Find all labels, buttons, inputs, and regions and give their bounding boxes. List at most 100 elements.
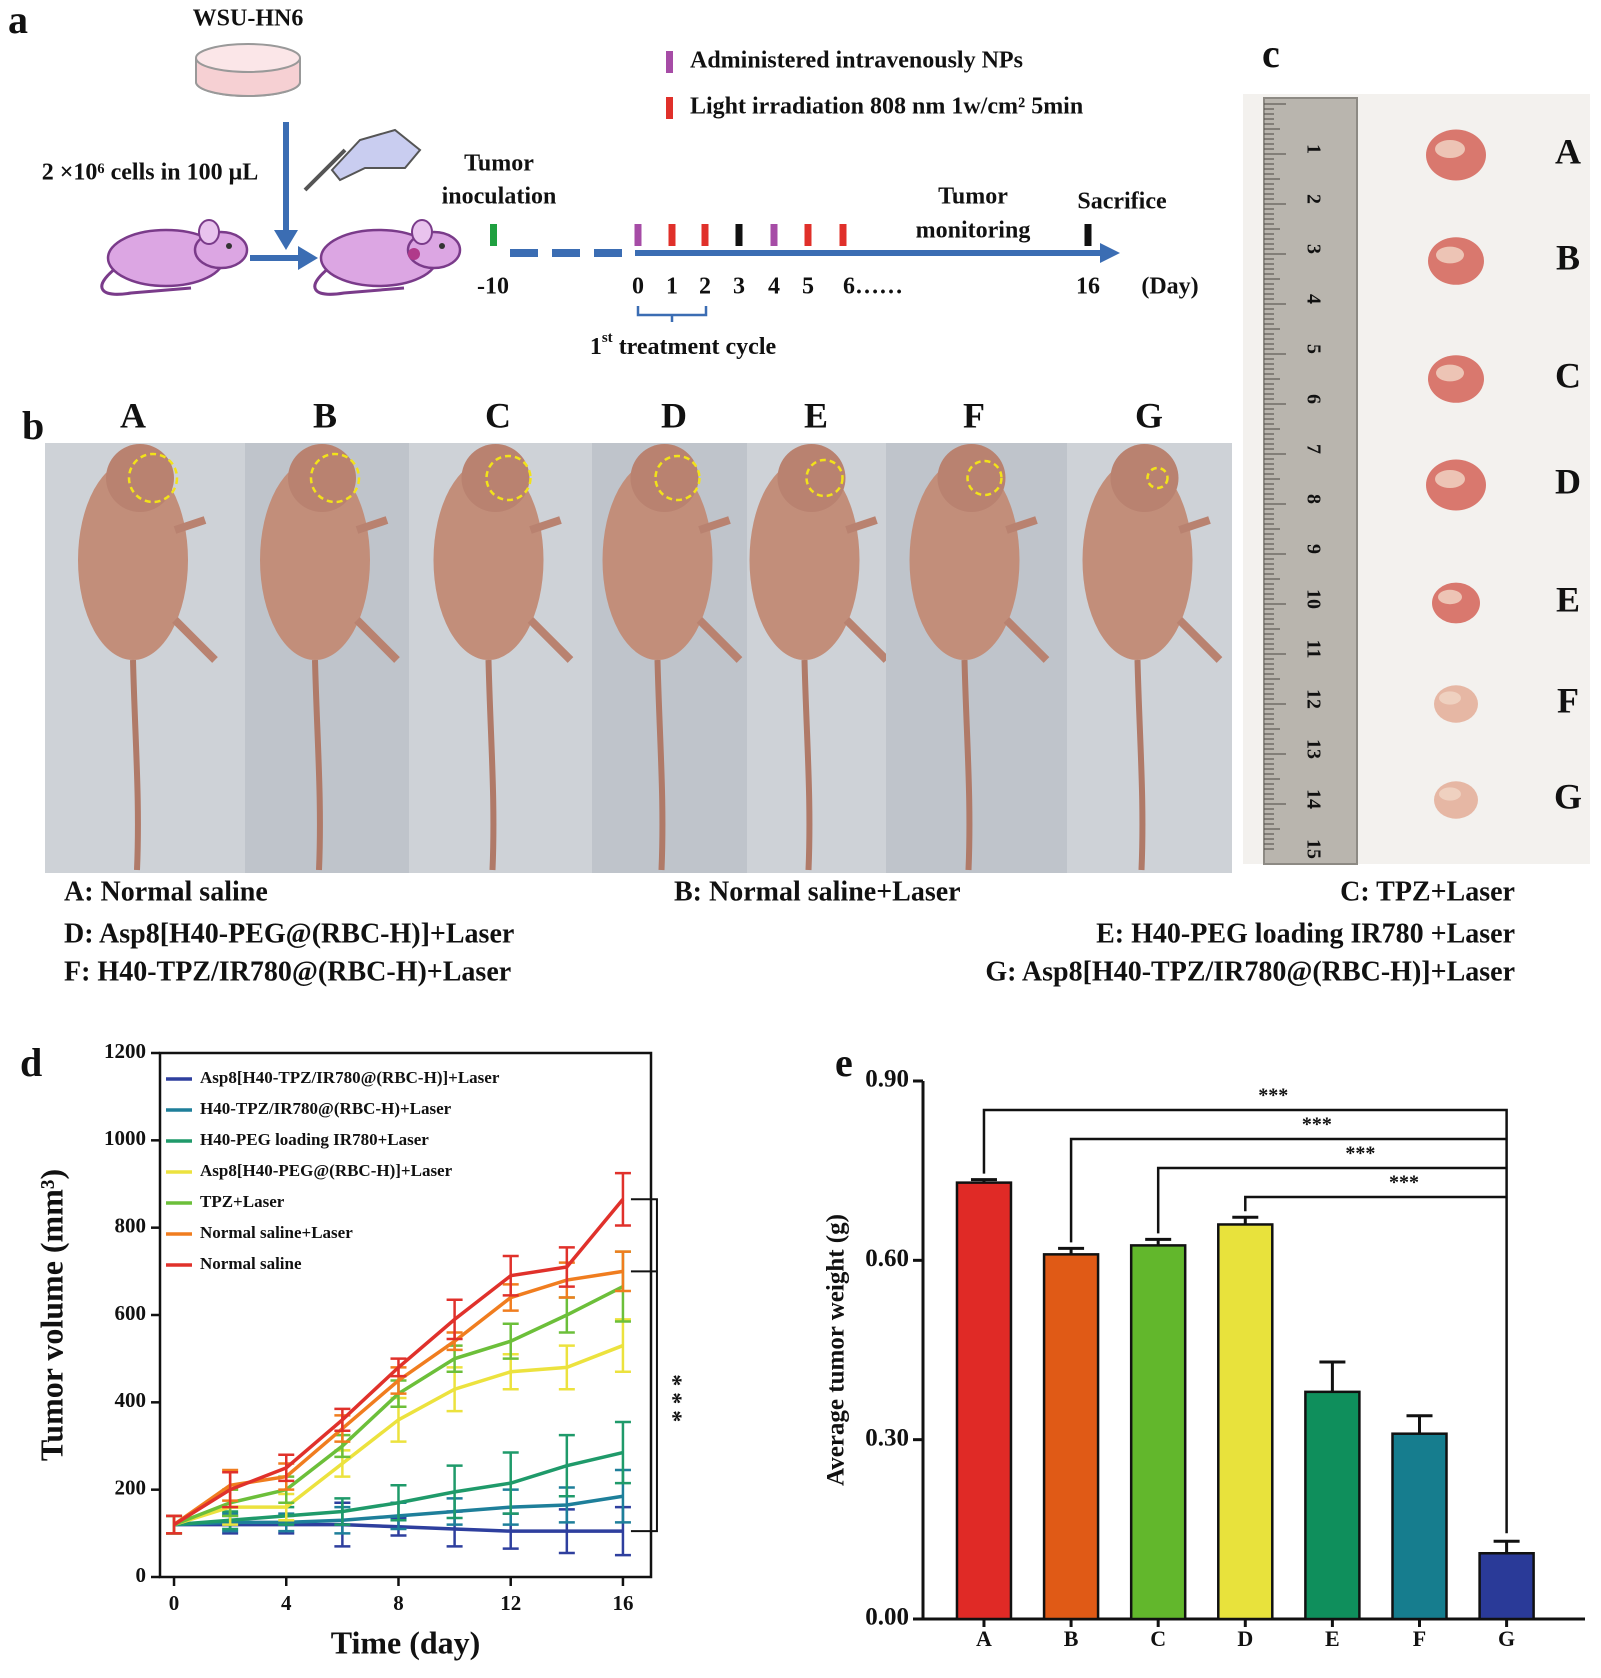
arrow [298, 246, 318, 270]
y-tick-label: 1200 [104, 1039, 146, 1063]
dish [195, 43, 301, 73]
mouse-body [78, 460, 188, 660]
panel-label: c [1262, 31, 1280, 76]
tumor-outline [966, 459, 1003, 497]
mouse-leg [696, 516, 743, 663]
legend-label: Normal saline+Laser [200, 1223, 353, 1242]
tumor-highlight [1436, 364, 1464, 382]
mouse-body [749, 460, 860, 660]
significance-bracket [1156, 1166, 1507, 1234]
mouse-body [602, 460, 713, 660]
day-label: 5 [802, 274, 814, 300]
significance-bracket [1069, 1137, 1507, 1243]
timeline-mark [804, 224, 812, 246]
day-label: 3 [733, 274, 745, 300]
legend-label: H40-TPZ/IR780@(RBC-H)+Laser [200, 1099, 452, 1118]
tumor-label: D [1555, 461, 1581, 501]
series-line [173, 1343, 624, 1527]
error-bar [1319, 1360, 1346, 1392]
monitoring-label: Tumor [938, 184, 1008, 210]
ruler-number: 12 [1302, 689, 1324, 709]
ruler-number: 6 [1302, 394, 1324, 404]
ruler-number: 5 [1302, 344, 1324, 354]
ruler-number: 1 [1302, 144, 1324, 154]
mouse-icon [100, 219, 249, 296]
significance-label: *** [1389, 1172, 1419, 1194]
ruler-number: 11 [1302, 640, 1324, 659]
bar [1478, 1551, 1535, 1621]
x-tick-label: 0 [169, 1591, 180, 1615]
timeline-mark [839, 224, 847, 246]
ruler-number: 8 [1302, 494, 1324, 504]
tumor-outline [805, 458, 844, 498]
day-unit: (Day) [1141, 274, 1198, 300]
y-tick-label: 0.00 [865, 1604, 909, 1631]
mouse-tail [130, 659, 141, 871]
y-tick-label: 0.90 [865, 1066, 909, 1093]
mouse-ear [411, 219, 433, 245]
caption: E: H40-PEG loading IR780 +Laser [1096, 918, 1515, 949]
mouse-photo [1082, 444, 1223, 871]
mouse-eye [226, 243, 232, 249]
bar [1042, 1253, 1100, 1621]
mouse-ear [198, 219, 220, 245]
cycle-num: 1 [590, 334, 602, 360]
inoculation-label: inoculation [442, 184, 557, 210]
mouse-tail [313, 266, 405, 296]
syringe [303, 148, 347, 192]
legend-label: TPZ+Laser [200, 1192, 285, 1211]
tumor-highlight [1439, 691, 1461, 705]
mouse-photo [260, 444, 400, 871]
cycle-rest: treatment cycle [613, 334, 777, 360]
mouse-tail [100, 266, 192, 296]
y-tick-label: 0 [136, 1563, 147, 1587]
day-label: 0 [632, 274, 644, 300]
ruler-number: 15 [1302, 839, 1324, 859]
x-tick-label: G [1498, 1626, 1515, 1651]
mouse-body [909, 460, 1020, 660]
mouse-body [1082, 460, 1193, 660]
ruler [1263, 97, 1358, 865]
tumor-highlight [1438, 589, 1462, 605]
legend-label: Administered intravenously NPs [690, 48, 1023, 74]
day-label: 16 [1076, 274, 1100, 300]
legend-label: Asp8[H40-PEG@(RBC-H)]+Laser [200, 1161, 453, 1180]
captions: A: Normal saline B: Normal saline+Laser … [64, 876, 1515, 987]
mouse-head [461, 444, 530, 512]
tumor-highlight [1439, 787, 1461, 801]
arrow [1100, 243, 1120, 263]
legend-label: H40-PEG loading IR780+Laser [200, 1130, 429, 1149]
x-tick-label: A [976, 1626, 992, 1651]
tumor-dot [408, 248, 420, 260]
cell-line: WSU-HN6 [193, 6, 304, 32]
mouse-tail [1134, 659, 1146, 871]
ruler-number: 9 [1302, 544, 1324, 554]
tumor-highlight [1436, 246, 1464, 264]
mouse-icon [313, 219, 462, 296]
significance-label: *** [1302, 1114, 1332, 1136]
significance-label: *** [659, 1374, 685, 1428]
series-line [173, 1450, 624, 1527]
ruler-number: 4 [1302, 294, 1324, 304]
y-tick-label: 0.30 [865, 1424, 909, 1451]
tumor-outline [127, 452, 179, 504]
tumor-label: F [1557, 680, 1579, 720]
error-bar [614, 1250, 631, 1293]
y-tick-label: 400 [115, 1388, 147, 1412]
injection-label: 2 ×10⁶ cells in 100 μL [42, 160, 258, 186]
mouse-leg [843, 516, 890, 663]
ruler-number: 10 [1302, 589, 1324, 609]
tumor-volume-chart: 0 200 400 600 800 1000 1200 0 4 8 12 16 Tumor volume… [33, 1039, 685, 1661]
significance-label: *** [1258, 1085, 1288, 1107]
x-tick-label: C [1150, 1626, 1166, 1651]
mouse-leg [354, 516, 400, 663]
group-label: E [804, 395, 828, 435]
mouse-tail [485, 659, 497, 871]
group-label: C [485, 395, 511, 435]
mouse-tail [312, 659, 323, 871]
cycle-sup: st [602, 330, 613, 346]
significance-bracket [982, 1108, 1508, 1534]
timeline-mark [735, 224, 743, 246]
